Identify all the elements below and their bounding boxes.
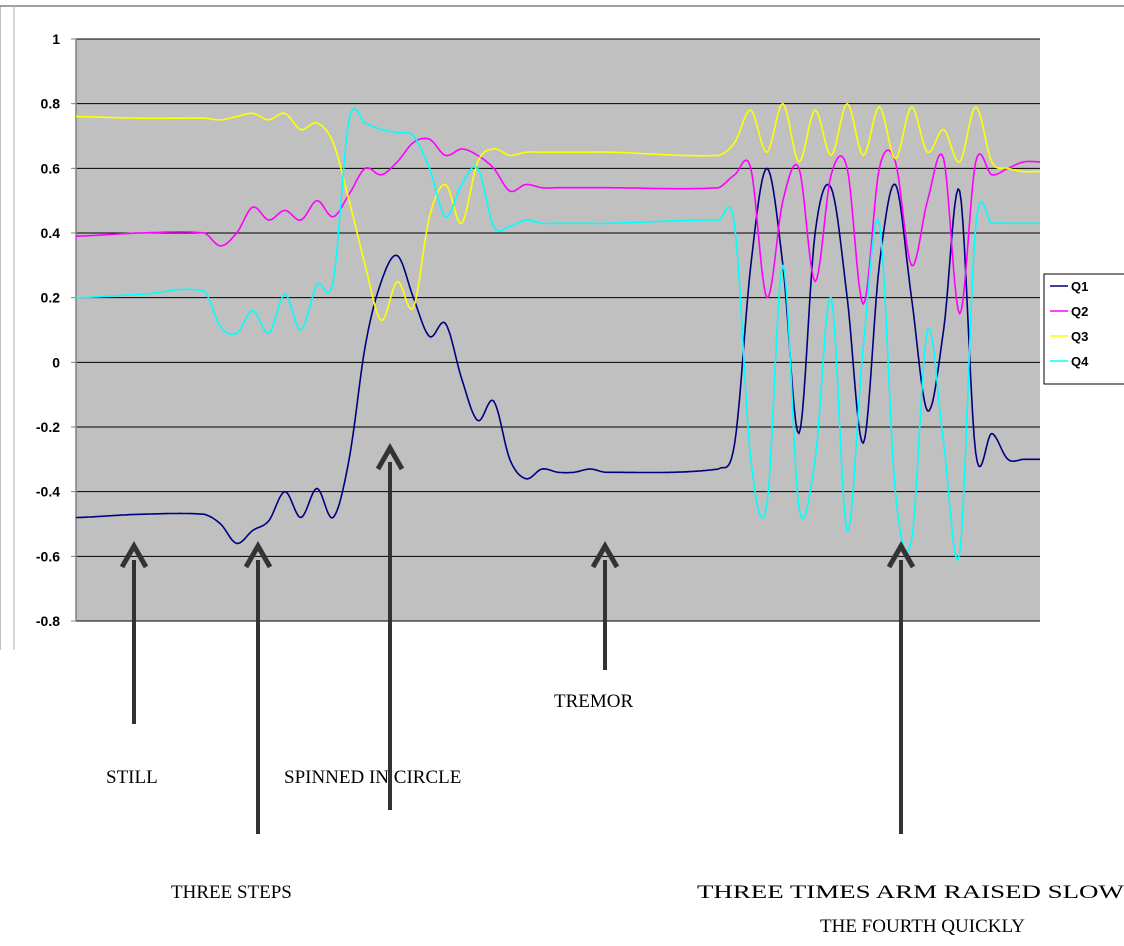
- legend-box: [1043, 273, 1124, 385]
- y-tick-label: 0: [52, 354, 60, 370]
- annotation-arrows: [119, 442, 916, 834]
- legend-label-q2: Q2: [1071, 304, 1088, 319]
- annotation-fourth-quickly: THE FOURTH QUICKLY: [820, 916, 1025, 937]
- arrow-still: [119, 540, 149, 724]
- series-lines: [75, 102, 1041, 561]
- y-tick-label: 0.2: [41, 290, 61, 306]
- arrow-spinned: [375, 442, 405, 810]
- series-line-q1: [76, 167, 1040, 545]
- plot-area: [76, 39, 1040, 621]
- y-tick-label: 0.8: [41, 96, 61, 112]
- series-line-q3: [76, 102, 1040, 322]
- y-tick-label: 0.4: [41, 225, 61, 241]
- annotation-three-steps: THREE STEPS: [171, 882, 292, 903]
- y-tick-label: 0.6: [41, 160, 61, 176]
- y-tick-label: -0.6: [36, 548, 60, 564]
- arrow-tremor: [590, 540, 620, 670]
- legend: Q1 Q2 Q3 Q4: [1043, 273, 1124, 385]
- y-tick-label: -0.4: [36, 484, 60, 500]
- annotation-arm-raised: THREE TIMES ARM RAISED SLOWLY: [697, 882, 1124, 903]
- annotation-tremor: TREMOR: [554, 691, 634, 712]
- series-line-q2: [76, 137, 1041, 315]
- y-tick-label: -0.2: [36, 419, 60, 435]
- arrow-arm-raised: [886, 540, 916, 834]
- legend-label-q1: Q1: [1071, 279, 1088, 294]
- annotation-spinned-in-circle: SPINNED IN CIRCLE: [284, 767, 461, 788]
- annotation-still: STILL: [106, 767, 158, 788]
- arrow-three-steps: [243, 540, 273, 834]
- y-tick-label: -0.8: [36, 613, 60, 629]
- series-line-q4: [75, 107, 1040, 561]
- legend-label-q3: Q3: [1071, 329, 1088, 344]
- y-axis-ticks: -0.8 -0.6 -0.4 -0.2 0 0.2 0.4 0.6 0.8 1: [36, 31, 76, 629]
- legend-label-q4: Q4: [1071, 354, 1089, 369]
- y-tick-label: 1: [52, 31, 60, 47]
